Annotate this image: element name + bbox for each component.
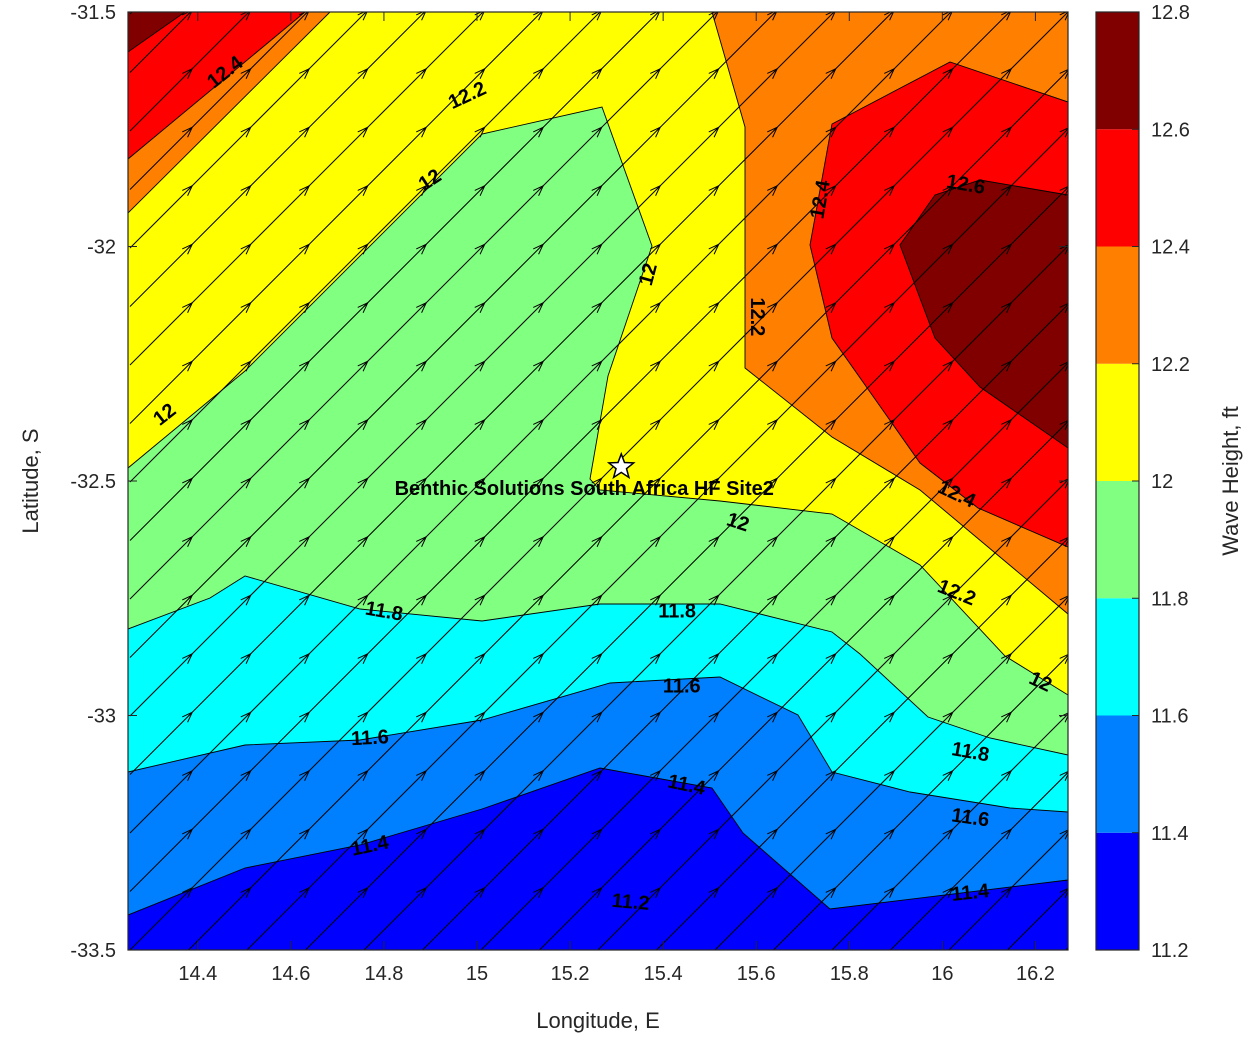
x-axis-ticks: 14.4 14.6 14.8 15 15.2 15.4 15.6 15.8 16 16.2 <box>178 12 1055 985</box>
x-tick-label: 15.2 <box>551 963 590 985</box>
vector-arrow <box>188 12 251 73</box>
vector-arrow <box>539 12 602 73</box>
colorbar-tick-label: 11.2 <box>1151 940 1188 962</box>
contour-label: 12.2 <box>746 297 768 336</box>
colorbar-tick-label: 11.4 <box>1151 823 1188 845</box>
colorbar-band <box>1096 832 1139 950</box>
x-axis-label: Longitude, E <box>536 1008 660 1033</box>
colorbar-band <box>1096 129 1139 247</box>
colorbar-band <box>1096 12 1139 130</box>
vector-arrow <box>1007 829 1068 892</box>
y-tick-label: -32.5 <box>70 471 116 493</box>
colorbar-band <box>1096 481 1139 599</box>
vector-arrow <box>1007 654 1068 717</box>
vector-arrow <box>1007 303 1068 366</box>
site-label: Benthic Solutions South Africa HF Site2 <box>395 478 774 500</box>
x-tick-label: 15.6 <box>737 963 776 985</box>
colorbar-tick-label: 12 <box>1151 471 1173 493</box>
colorbar-tick-label: 12.8 <box>1151 2 1190 24</box>
vector-arrow <box>1007 127 1068 190</box>
x-tick-label: 16 <box>931 963 953 985</box>
y-axis-ticks: -31.5 -32 -32.5 -33 -33.5 <box>70 2 1068 962</box>
x-tick-label: 16.2 <box>1016 963 1055 985</box>
x-tick-label: 15.8 <box>830 963 869 985</box>
vector-arrow <box>480 12 543 73</box>
vector-arrow <box>1007 186 1068 249</box>
contour-label: 11.6 <box>663 676 701 698</box>
vector-arrow <box>1007 361 1068 424</box>
vector-arrow <box>948 12 1011 73</box>
colorbar-tick-label: 11.8 <box>1151 588 1188 610</box>
colorbar-bands <box>1096 12 1139 950</box>
colorbar: 11.2 11.4 11.6 11.8 12 12.2 12.4 12.6 12.8 Wave … <box>1095 2 1243 962</box>
contour-region-12.4 <box>128 12 1068 548</box>
site-marker: Benthic Solutions South Africa HF Site2 <box>395 451 774 500</box>
contour-region-12.6 <box>128 12 1068 449</box>
vector-arrow <box>773 12 836 73</box>
colorbar-tick-label: 12.2 <box>1151 354 1190 376</box>
y-tick-label: -31.5 <box>70 2 116 24</box>
vector-arrow <box>831 12 894 73</box>
contour-label: 11.6 <box>350 726 389 750</box>
vector-arrow <box>597 12 660 73</box>
vector-arrow <box>305 12 368 73</box>
colorbar-tick-label: 12.4 <box>1151 237 1190 259</box>
site-star-icon <box>606 451 636 480</box>
y-axis-label: Latitude, S <box>18 428 43 533</box>
y-tick-label: -33 <box>87 706 116 728</box>
vector-arrow <box>1007 420 1068 483</box>
wave-direction-vectors <box>129 12 1068 950</box>
vector-arrow <box>129 12 192 73</box>
colorbar-ticks: 11.2 11.4 11.6 11.8 12 12.2 12.4 12.6 12.8 <box>1132 2 1190 962</box>
colorbar-label: Wave Height, ft <box>1218 406 1243 556</box>
x-tick-label: 15.4 <box>644 963 683 985</box>
contour-label: 11.8 <box>658 601 696 623</box>
x-tick-label: 14.4 <box>178 963 217 985</box>
vector-arrow <box>1007 244 1068 307</box>
x-tick-label: 15 <box>466 963 488 985</box>
y-tick-label: -33.5 <box>70 940 116 962</box>
colorbar-band <box>1096 598 1139 716</box>
colorbar-tick-label: 11.6 <box>1151 706 1188 728</box>
contour-label: 11.6 <box>950 804 991 831</box>
colorbar-band <box>1096 246 1139 364</box>
contour-label: 11.2 <box>611 890 651 915</box>
vector-arrow <box>246 12 309 73</box>
vector-arrow <box>1007 888 1068 950</box>
vector-arrow <box>1007 771 1068 834</box>
vector-arrow <box>714 12 777 73</box>
vector-arrow <box>1007 12 1068 73</box>
contour-label: 11.4 <box>950 880 991 906</box>
vector-arrow <box>656 12 719 73</box>
vector-arrow <box>1007 69 1068 132</box>
vector-arrow <box>1007 595 1068 658</box>
x-tick-label: 14.6 <box>271 963 310 985</box>
vector-arrow <box>1007 537 1068 600</box>
x-tick-label: 14.8 <box>364 963 403 985</box>
vector-arrow <box>422 12 485 73</box>
colorbar-tick-label: 12.6 <box>1151 119 1190 141</box>
y-tick-label: -32 <box>87 237 116 259</box>
vector-arrow <box>363 12 426 73</box>
colorbar-band <box>1096 715 1139 833</box>
colorbar-band <box>1096 363 1139 481</box>
